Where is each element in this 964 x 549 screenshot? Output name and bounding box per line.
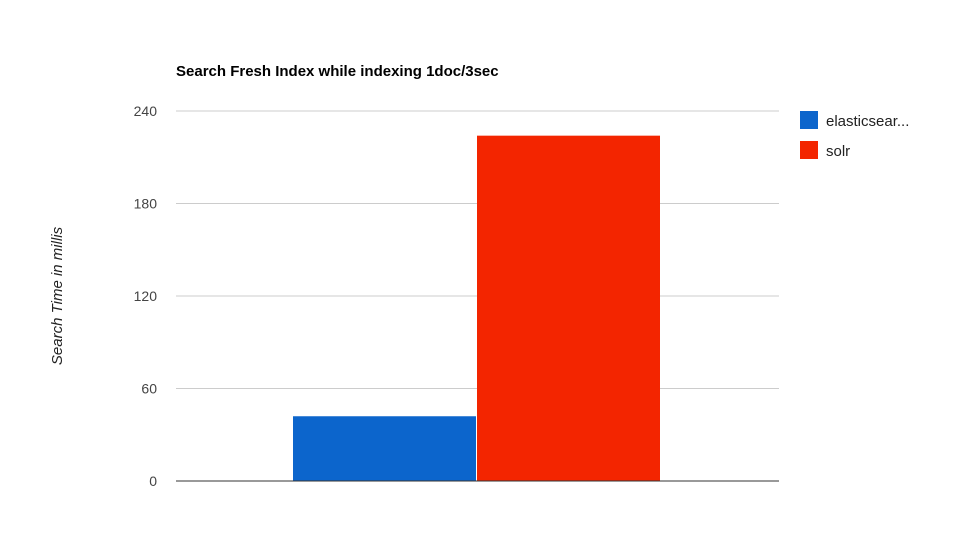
y-tick-labels: 0 60 120 180 240 — [134, 103, 158, 489]
y-tick-label: 180 — [134, 196, 158, 212]
legend-swatch — [800, 141, 818, 159]
y-tick-label: 0 — [149, 473, 157, 489]
legend-label: solr — [826, 143, 850, 160]
legend-label: elasticsear... — [826, 113, 909, 130]
bar-elasticsear — [293, 416, 476, 481]
y-axis-label: Search Time in millis — [49, 226, 66, 365]
legend-swatch — [800, 111, 818, 129]
y-tick-label: 120 — [134, 288, 158, 304]
y-tick-label: 240 — [134, 103, 158, 119]
chart-title: Search Fresh Index while indexing 1doc/3… — [176, 63, 499, 80]
y-tick-label: 60 — [141, 381, 157, 397]
legend: elasticsear... solr — [800, 111, 909, 160]
bars — [293, 135, 660, 481]
bar-solr — [477, 135, 660, 481]
